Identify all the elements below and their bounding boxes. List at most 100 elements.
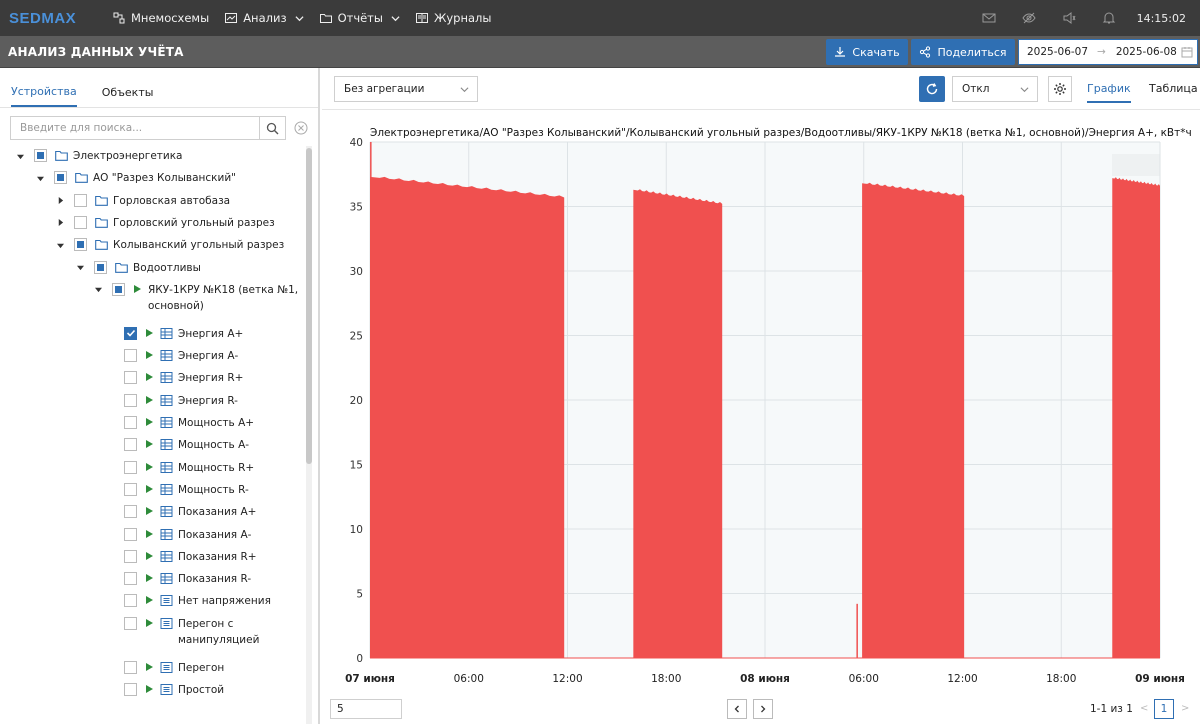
caret-right-icon[interactable] bbox=[54, 217, 66, 229]
bell-icon[interactable] bbox=[1089, 0, 1129, 36]
date-to[interactable]: 2025-06-08 bbox=[1115, 46, 1177, 58]
tree-item[interactable]: Горловская автобаза bbox=[54, 193, 230, 210]
nav-journals[interactable]: Журналы bbox=[415, 11, 491, 25]
play-icon[interactable] bbox=[145, 682, 160, 697]
tree-checkbox[interactable] bbox=[124, 527, 137, 541]
play-icon[interactable] bbox=[145, 504, 160, 519]
play-icon[interactable] bbox=[145, 549, 160, 564]
nav-analysis[interactable]: Анализ bbox=[225, 11, 304, 25]
caret-right-icon[interactable] bbox=[54, 195, 66, 207]
prev-button[interactable] bbox=[727, 699, 747, 719]
tab-objects[interactable]: Объекты bbox=[101, 86, 154, 99]
tree-checkbox[interactable] bbox=[124, 438, 137, 452]
eye-off-icon[interactable] bbox=[1009, 0, 1049, 36]
tree-checkbox[interactable] bbox=[124, 371, 137, 385]
play-icon[interactable] bbox=[145, 482, 160, 497]
tree-item[interactable]: Энергия R+ bbox=[116, 370, 243, 387]
tree-item[interactable]: Электроэнергетика bbox=[14, 148, 183, 165]
tree-item[interactable]: Энергия А+ bbox=[116, 326, 243, 343]
tree-checkbox[interactable] bbox=[74, 238, 87, 252]
tree-checkbox[interactable] bbox=[54, 171, 67, 185]
play-icon[interactable] bbox=[145, 527, 160, 542]
tab-devices[interactable]: Устройства bbox=[11, 85, 77, 107]
download-button[interactable]: Скачать bbox=[826, 39, 908, 65]
tree-checkbox[interactable] bbox=[124, 683, 137, 696]
tree-checkbox[interactable] bbox=[124, 660, 137, 674]
tree-item[interactable]: АО "Разрез Колыванский" bbox=[34, 170, 236, 187]
tree-item[interactable]: ЯКУ-1КРУ №К18 (ветка №1, основной) bbox=[92, 282, 298, 314]
tree-checkbox[interactable] bbox=[112, 282, 125, 296]
tree-checkbox[interactable] bbox=[124, 326, 137, 340]
tree-checkbox[interactable] bbox=[74, 193, 87, 207]
tree-item[interactable]: Горловский угольный разрез bbox=[54, 215, 275, 232]
date-range-picker[interactable]: 2025-06-07 → 2025-06-08 bbox=[1018, 39, 1198, 65]
play-icon[interactable] bbox=[145, 326, 160, 341]
nav-reports[interactable]: Отчёты bbox=[319, 11, 400, 25]
tree-checkbox[interactable] bbox=[34, 149, 47, 162]
tree-checkbox[interactable] bbox=[124, 594, 137, 608]
tree-item[interactable]: Нет напряжения bbox=[116, 593, 271, 610]
play-icon[interactable] bbox=[145, 437, 160, 452]
tree-checkbox[interactable] bbox=[124, 416, 137, 429]
play-icon[interactable] bbox=[145, 415, 160, 430]
refresh-button[interactable] bbox=[919, 76, 945, 102]
calendar-icon[interactable] bbox=[1181, 46, 1193, 58]
tab-chart[interactable]: График bbox=[1087, 82, 1131, 103]
tree-item[interactable]: Мощность R- bbox=[116, 482, 249, 499]
caret-down-icon[interactable] bbox=[74, 262, 86, 274]
date-from[interactable]: 2025-06-07 bbox=[1027, 46, 1089, 58]
search-button[interactable] bbox=[260, 116, 286, 140]
play-icon[interactable] bbox=[145, 393, 160, 408]
tree-item[interactable]: Водоотливы bbox=[74, 260, 201, 277]
tree-item[interactable]: Энергия R- bbox=[116, 393, 238, 410]
tree-item[interactable]: Мощность А+ bbox=[116, 415, 254, 432]
tab-table[interactable]: Таблица bbox=[1149, 82, 1198, 95]
play-icon[interactable] bbox=[145, 348, 160, 363]
caret-down-icon[interactable] bbox=[54, 239, 66, 251]
app-logo[interactable]: SEDMAX bbox=[9, 9, 77, 27]
tree-item[interactable]: Показания А+ bbox=[116, 504, 256, 521]
caret-down-icon[interactable] bbox=[92, 284, 104, 296]
search-input[interactable] bbox=[10, 116, 260, 140]
caret-down-icon[interactable] bbox=[14, 150, 26, 162]
tree-checkbox[interactable] bbox=[124, 460, 137, 474]
tree-item[interactable]: Простой bbox=[116, 682, 224, 699]
page-next-icon[interactable]: > bbox=[1181, 703, 1190, 714]
auto-refresh-select[interactable]: Откл bbox=[952, 76, 1038, 102]
aggregation-select[interactable]: Без агрегации bbox=[334, 76, 478, 102]
share-button[interactable]: Поделиться bbox=[911, 39, 1015, 65]
play-icon[interactable] bbox=[145, 370, 160, 385]
tree-checkbox[interactable] bbox=[124, 349, 137, 363]
tree-item[interactable]: Перегон bbox=[116, 660, 224, 677]
tree-item[interactable]: Мощность R+ bbox=[116, 460, 254, 477]
tree-checkbox[interactable] bbox=[124, 616, 137, 630]
nav-mnemo[interactable]: Мнемосхемы bbox=[113, 11, 209, 25]
settings-button[interactable] bbox=[1048, 76, 1072, 102]
play-icon[interactable] bbox=[145, 571, 160, 586]
tree-item[interactable]: Показания А- bbox=[116, 527, 251, 544]
page-size-input[interactable]: 5 bbox=[330, 699, 402, 719]
tree-item[interactable]: Перегон с манипуляцией bbox=[116, 616, 259, 648]
tree-checkbox[interactable] bbox=[74, 215, 87, 229]
play-icon[interactable] bbox=[145, 660, 160, 675]
page-number[interactable]: 1 bbox=[1154, 699, 1174, 719]
tree-item[interactable]: Колыванский угольный разрез bbox=[54, 237, 284, 254]
tree-item[interactable]: Показания R+ bbox=[116, 549, 257, 566]
tree-scroll-thumb[interactable] bbox=[306, 148, 312, 464]
tree-item[interactable]: Мощность А- bbox=[116, 437, 249, 454]
tree-item[interactable]: Энергия А- bbox=[116, 348, 238, 365]
tree-item[interactable]: Показания R- bbox=[116, 571, 251, 588]
next-button[interactable] bbox=[753, 699, 773, 719]
tree-checkbox[interactable] bbox=[124, 572, 137, 586]
play-icon[interactable] bbox=[145, 616, 160, 631]
tree-checkbox[interactable] bbox=[124, 393, 137, 407]
tree-checkbox[interactable] bbox=[124, 482, 137, 496]
tree-checkbox[interactable] bbox=[124, 505, 137, 519]
page-prev-icon[interactable]: < bbox=[1140, 703, 1149, 714]
caret-down-icon[interactable] bbox=[34, 172, 46, 184]
tree-checkbox[interactable] bbox=[124, 549, 137, 563]
energy-chart[interactable]: 0 5 10 15 20 25 30 35 40 07 июня 06:00 12:00 18:00 08… bbox=[322, 110, 1200, 700]
play-icon[interactable] bbox=[145, 593, 160, 608]
clear-icon[interactable] bbox=[294, 121, 308, 135]
mail-icon[interactable] bbox=[969, 0, 1009, 36]
